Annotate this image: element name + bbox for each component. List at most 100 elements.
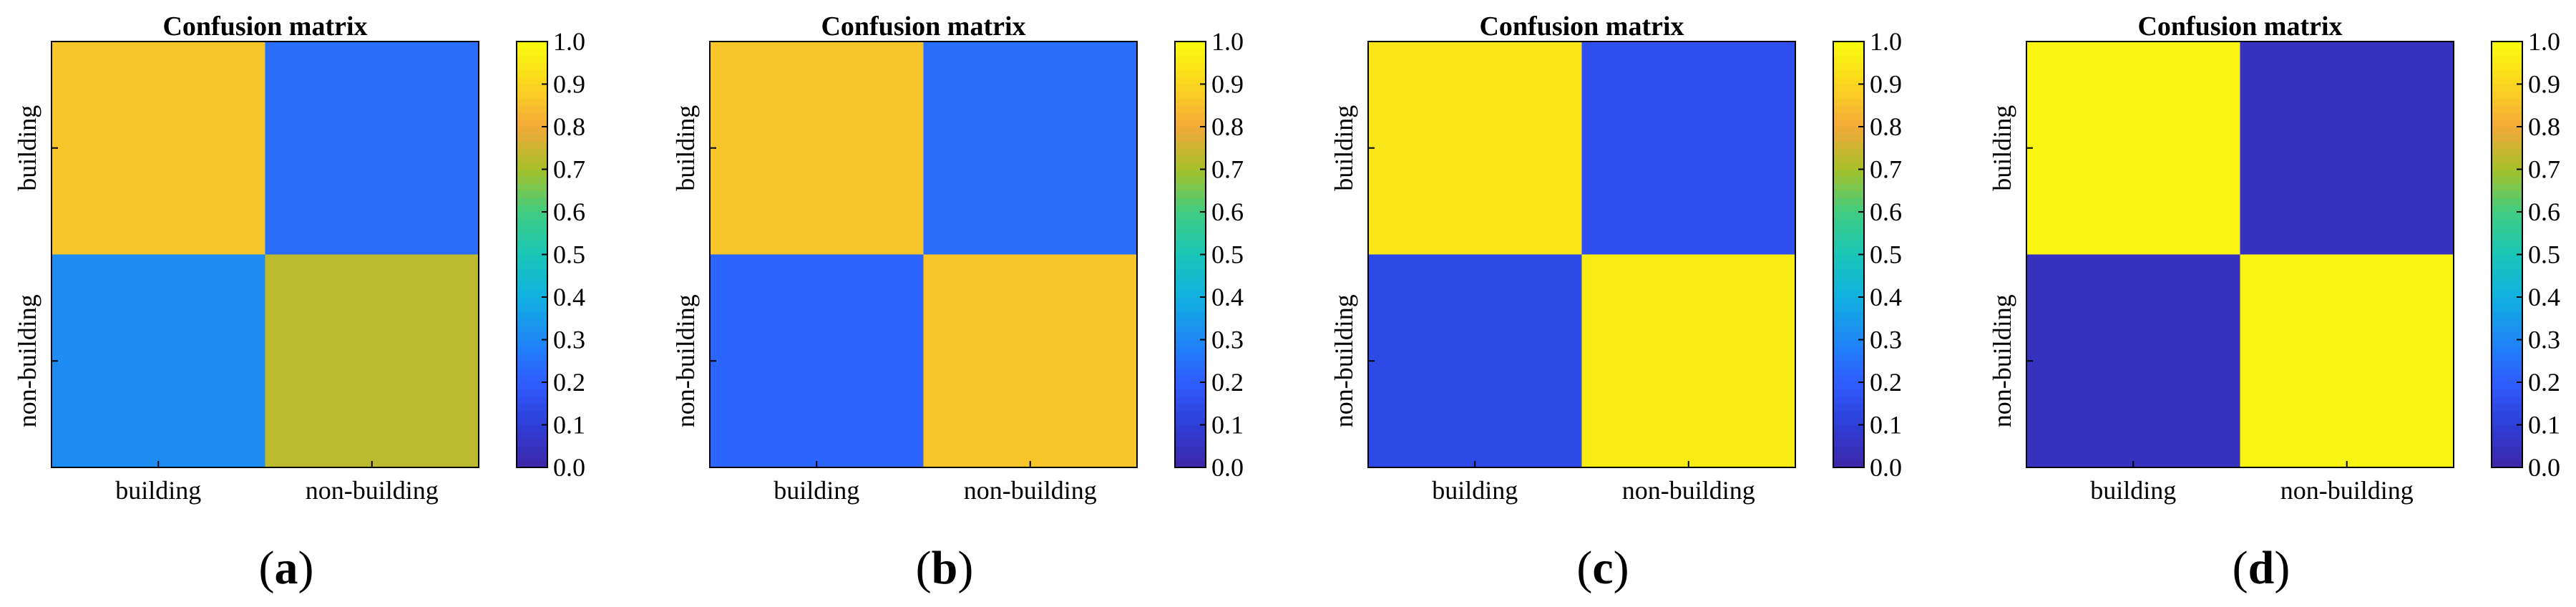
- colorbar-step: [1175, 432, 1206, 440]
- colorbar-step: [2492, 268, 2522, 276]
- colorbar-step: [1833, 403, 1864, 412]
- colorbar-tick-label: 0.3: [1211, 326, 1244, 354]
- colorbar-tick-label: 0.7: [1211, 155, 1244, 184]
- colorbar-step: [517, 417, 547, 426]
- colorbar-step: [1833, 62, 1864, 71]
- colorbar-step: [2492, 233, 2522, 241]
- colorbar-step: [517, 261, 547, 269]
- colorbar-step: [1833, 254, 1864, 263]
- colorbar-step: [1833, 417, 1864, 426]
- colorbar-step: [517, 332, 547, 341]
- colorbar-tick-label: 0.1: [553, 411, 585, 440]
- colorbar-step: [1833, 368, 1864, 376]
- colorbar-step: [1175, 417, 1206, 426]
- colorbar-tick-label: 0.9: [553, 70, 585, 99]
- colorbar-step: [2492, 283, 2522, 291]
- heatmap-cell-r1-c0: [2026, 254, 2240, 467]
- colorbar-step: [1175, 212, 1206, 220]
- heatmap-cell-r0-c1: [2240, 42, 2454, 255]
- colorbar-tick-label: 0.5: [1870, 241, 1902, 269]
- colorbar-step: [517, 254, 547, 263]
- colorbar-step: [517, 48, 547, 57]
- colorbar-tick-label: 0.3: [553, 326, 585, 354]
- colorbar-step: [2492, 218, 2522, 227]
- colorbar-step: [517, 389, 547, 397]
- panel-label: (c): [1576, 542, 1629, 594]
- colorbar-step: [517, 290, 547, 298]
- colorbar-step: [1833, 212, 1864, 220]
- colorbar-step: [517, 55, 547, 64]
- heatmap-cell-r1-c0: [52, 254, 265, 467]
- colorbar-step: [517, 218, 547, 227]
- colorbar-step: [517, 98, 547, 106]
- colorbar-step: [1175, 147, 1206, 156]
- col-label: building: [115, 476, 201, 505]
- colorbar-step: [2492, 77, 2522, 85]
- row-label: building: [13, 105, 42, 191]
- colorbar-step: [1833, 91, 1864, 99]
- colorbar-step: [2492, 297, 2522, 305]
- colorbar-step: [1833, 225, 1864, 234]
- colorbar-step: [1175, 354, 1206, 361]
- colorbar-tick-label: 0.2: [1211, 368, 1244, 397]
- heatmap-cell-r1-c0: [710, 254, 924, 467]
- colorbar-step: [1175, 105, 1206, 113]
- colorbar-step: [1833, 354, 1864, 361]
- colorbar-step: [2492, 446, 2522, 454]
- colorbar-step: [517, 439, 547, 447]
- chart-title: Confusion matrix: [1479, 11, 1684, 42]
- colorbar-step: [1175, 254, 1206, 263]
- colorbar-step: [1833, 304, 1864, 312]
- colorbar-step: [2492, 212, 2522, 220]
- chart-title: Confusion matrix: [821, 11, 1025, 42]
- colorbar-step: [517, 105, 547, 113]
- panel-label: (b): [916, 542, 974, 594]
- colorbar-tick-label: 0.7: [2528, 155, 2560, 184]
- colorbar-step: [517, 396, 547, 404]
- colorbar-step: [1833, 297, 1864, 305]
- colorbar-step: [1175, 403, 1206, 412]
- colorbar-step: [1175, 297, 1206, 305]
- colorbar-step: [1175, 410, 1206, 419]
- colorbar-step: [1175, 183, 1206, 191]
- colorbar-tick-label: 0.4: [553, 283, 585, 311]
- heatmap-cell-r0-c0: [52, 42, 265, 255]
- colorbar-step: [517, 424, 547, 433]
- colorbar-step: [517, 368, 547, 376]
- colorbar-tick-label: 0.7: [553, 155, 585, 184]
- colorbar-step: [1833, 311, 1864, 319]
- colorbar-step: [1833, 55, 1864, 64]
- colorbar-step: [1175, 240, 1206, 248]
- heatmap-cell-r1-c1: [923, 254, 1137, 467]
- colorbar-step: [1833, 77, 1864, 85]
- colorbar-step: [517, 268, 547, 276]
- colorbar-step: [517, 325, 547, 334]
- colorbar-step: [2492, 120, 2522, 127]
- colorbar-tick-label: 0.1: [1870, 411, 1902, 440]
- heatmap-frame: [2026, 41, 2454, 468]
- colorbar-step: [1175, 332, 1206, 341]
- panel-label: (d): [2233, 542, 2290, 594]
- heatmap-cell-r1-c1: [1581, 254, 1795, 467]
- colorbar-step: [517, 140, 547, 149]
- colorbar-step: [1175, 190, 1206, 198]
- colorbar-tick-label: 0.7: [1870, 155, 1902, 184]
- colorbar-step: [517, 77, 547, 85]
- colorbar-step: [2492, 382, 2522, 390]
- colorbar-tick-label: 0.8: [553, 112, 585, 141]
- colorbar-step: [2492, 460, 2522, 468]
- colorbar-step: [2492, 368, 2522, 376]
- colorbar-step: [1833, 218, 1864, 227]
- colorbar-step: [2492, 254, 2522, 263]
- colorbar-step: [1833, 276, 1864, 283]
- heatmap-frame: [1367, 41, 1796, 468]
- colorbar-step: [2492, 276, 2522, 283]
- panel-label: (a): [259, 542, 314, 594]
- colorbar-step: [1175, 77, 1206, 85]
- colorbar-step: [517, 84, 547, 92]
- colorbar-step: [2492, 403, 2522, 412]
- colorbar-step: [2492, 140, 2522, 149]
- colorbar-step: [1175, 375, 1206, 383]
- colorbar-step: [1175, 169, 1206, 178]
